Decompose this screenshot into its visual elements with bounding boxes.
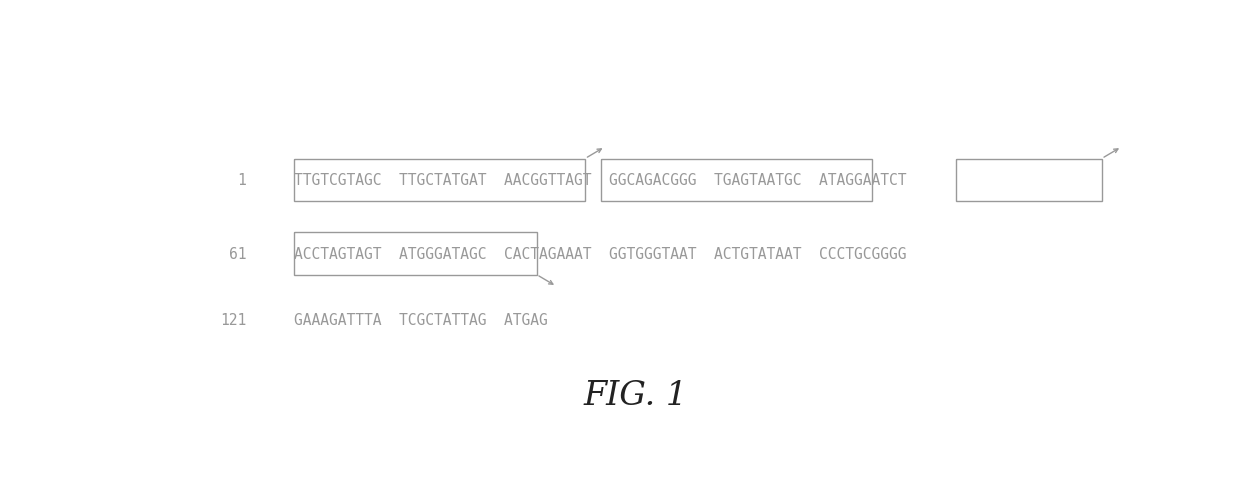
Text: 121: 121 [219, 313, 247, 328]
Text: 1: 1 [238, 173, 247, 188]
Text: 61: 61 [229, 247, 247, 262]
Text: ACCTAGTAGT  ATGGGATAGC  CACTAGAAAT  GGTGGGTAAT  ACTGTATAAT  CCCTGCGGGG: ACCTAGTAGT ATGGGATAGC CACTAGAAAT GGTGGGT… [294, 247, 906, 262]
Text: FIG. 1: FIG. 1 [584, 380, 687, 412]
Text: TTGTCGTAGC  TTGCTATGAT  AACGGTTAGT  GGCAGACGGG  TGAGTAATGC  ATAGGAATCT: TTGTCGTAGC TTGCTATGAT AACGGTTAGT GGCAGAC… [294, 173, 906, 188]
Text: GAAAGATTTA  TCGCTATTAG  ATGAG: GAAAGATTTA TCGCTATTAG ATGAG [294, 313, 548, 328]
